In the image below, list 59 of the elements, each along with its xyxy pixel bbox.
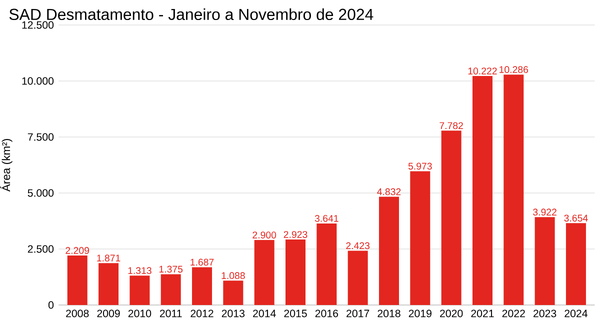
x-tick-label: 2018 <box>378 310 400 318</box>
x-tick-label: 2009 <box>97 310 120 318</box>
data-label: 10.222 <box>468 68 497 74</box>
y-tick-label: 12.500 <box>22 21 54 29</box>
x-tick-label: 2019 <box>408 310 432 318</box>
data-label: 4.832 <box>377 188 401 196</box>
bar <box>410 171 430 305</box>
bar <box>192 267 212 305</box>
data-label: 2.209 <box>66 247 90 254</box>
x-tick-label: 2022 <box>502 310 525 318</box>
x-tick-label: 2021 <box>471 310 494 318</box>
bar <box>348 250 368 305</box>
data-label: 2.923 <box>284 231 308 238</box>
data-label: 3.641 <box>314 214 338 222</box>
bar <box>441 130 462 305</box>
data-label: 3.654 <box>564 214 588 222</box>
bar <box>504 74 524 305</box>
data-label: 10.286 <box>500 66 528 74</box>
bar <box>130 276 150 305</box>
x-tick-label: 2014 <box>253 310 276 318</box>
data-label: 2.423 <box>346 242 370 250</box>
bar <box>160 274 181 305</box>
bar <box>566 223 586 305</box>
bar <box>316 223 337 305</box>
y-tick-label: 2.500 <box>28 245 54 253</box>
data-label: 5.973 <box>408 162 432 170</box>
data-label: 1.871 <box>97 254 120 262</box>
y-tick-label: 0 <box>48 301 54 309</box>
data-label: 3.922 <box>533 208 556 216</box>
bar <box>254 240 274 305</box>
x-tick-label: 2017 <box>346 310 370 318</box>
bar <box>98 263 119 305</box>
bar <box>472 76 492 305</box>
x-tick-label: 2012 <box>190 310 214 318</box>
bar <box>223 280 244 305</box>
x-tick-label: 2008 <box>66 310 89 318</box>
x-tick-label: 2011 <box>160 310 182 318</box>
chart-title: SAD Desmatamento - Janeiro a Novembro de 2024 <box>9 8 374 20</box>
data-label: 1.375 <box>159 266 183 273</box>
data-label: 1.088 <box>222 272 245 280</box>
x-tick-label: 2020 <box>440 310 463 318</box>
y-tick-label: 10.000 <box>22 77 54 85</box>
bar <box>534 217 555 305</box>
data-label: 1.313 <box>128 267 152 274</box>
x-tick-label: 2016 <box>315 310 338 318</box>
bar <box>378 196 399 305</box>
x-tick-label: 2023 <box>534 310 556 318</box>
x-tick-label: 2024 <box>564 310 588 318</box>
bar <box>67 256 88 305</box>
data-label: 2.900 <box>252 232 276 238</box>
y-tick-label: 5.000 <box>28 189 54 197</box>
bar <box>286 240 306 305</box>
x-tick-label: 2010 <box>128 310 152 318</box>
data-label: 1.687 <box>190 258 214 266</box>
x-tick-label: 2013 <box>222 310 245 318</box>
x-tick-label: 2015 <box>284 310 307 318</box>
y-axis-title: Área (km²) <box>0 139 12 192</box>
data-label: 7.782 <box>440 122 463 130</box>
y-tick-label: 7.500 <box>28 133 54 141</box>
